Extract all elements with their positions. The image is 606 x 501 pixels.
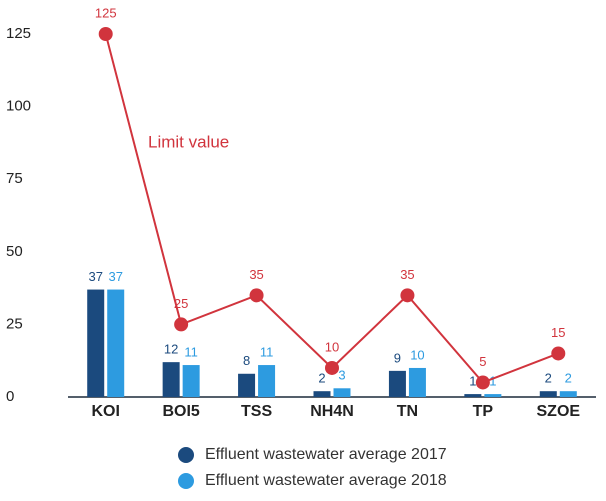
bar (162, 362, 180, 397)
value-label: 8 (243, 353, 250, 368)
y-tick-label: 50 (6, 243, 23, 260)
x-tick-label: BOI5 (162, 403, 199, 420)
bar (559, 391, 577, 397)
line-point (174, 317, 189, 332)
line-point (400, 288, 415, 303)
annotation: Limit value (148, 132, 229, 151)
value-label: 11 (184, 344, 198, 359)
x-tick-label: TP (473, 403, 494, 420)
value-label: 2 (565, 371, 572, 386)
line-point (475, 375, 490, 390)
value-label: 25 (174, 296, 188, 311)
legend-swatch (178, 473, 194, 489)
bar (258, 365, 276, 397)
y-tick-label: 75 (6, 170, 23, 187)
value-label: 3 (338, 368, 345, 383)
value-label: 2 (545, 371, 552, 386)
value-label: 35 (249, 267, 263, 282)
line (104, 33, 559, 384)
legend-label: Effluent wastewater average 2018 (205, 472, 447, 489)
value-label: 5 (479, 354, 486, 369)
value-label: 10 (325, 339, 339, 354)
value-label: 37 (108, 269, 122, 284)
bar (87, 289, 105, 397)
y-tick-label: 125 (6, 25, 31, 42)
bar (388, 370, 406, 397)
x-tick-label: KOI (91, 403, 119, 420)
y-tick-label: 0 (6, 388, 14, 405)
value-label: 1 (489, 374, 496, 389)
y-tick-label: 100 (6, 98, 31, 115)
value-label: 35 (400, 267, 414, 282)
bar (107, 289, 125, 397)
bar (464, 394, 482, 397)
value-label: 125 (95, 5, 117, 20)
legend-swatch (178, 447, 194, 463)
legend-label: Effluent wastewater average 2017 (205, 446, 447, 463)
value-label: 10 (410, 347, 424, 362)
bar (313, 391, 331, 397)
line-point (98, 27, 113, 41)
bar (539, 391, 557, 397)
x-tick-label: TSS (241, 403, 272, 420)
value-label: 2 (318, 371, 325, 386)
line-point (249, 288, 264, 303)
bar (408, 367, 426, 397)
value-label: 37 (88, 269, 102, 284)
x-tick-label: NH4N (310, 403, 354, 420)
bar (182, 365, 200, 397)
bar (238, 373, 256, 397)
value-label: 11 (260, 344, 274, 359)
value-label: 15 (551, 325, 565, 340)
bar (333, 388, 351, 397)
value-label: 1 (469, 374, 476, 389)
y-tick-label: 25 (6, 315, 23, 332)
value-label: 12 (164, 342, 178, 357)
x-tick-label: TN (397, 403, 418, 420)
bar (484, 394, 502, 397)
value-label: 9 (394, 350, 401, 365)
line-point (551, 346, 566, 361)
line-point (325, 360, 339, 375)
x-tick-label: SZOE (537, 403, 581, 420)
